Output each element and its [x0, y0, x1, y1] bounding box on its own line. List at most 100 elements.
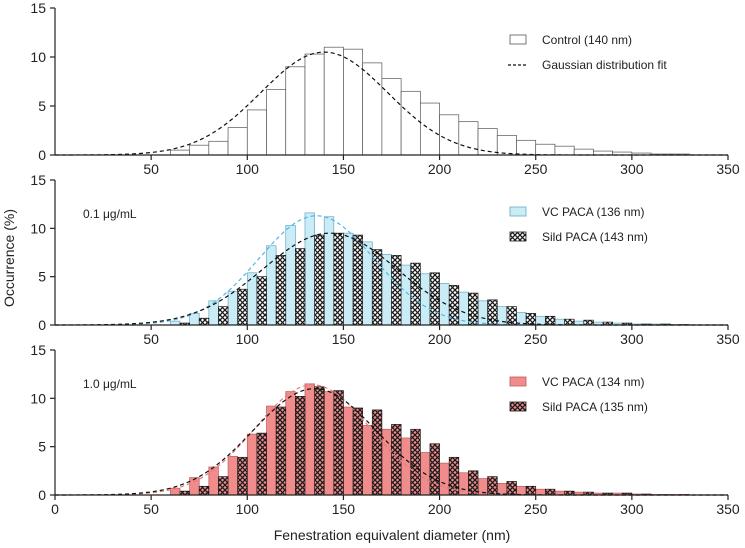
bar-middle-blue-16 [477, 300, 488, 326]
x-tick-label-top: 100 [236, 161, 260, 177]
bar-top-white-5 [266, 88, 287, 156]
bar-top-white-12 [400, 90, 421, 156]
x-tick-label-middle: 300 [620, 331, 644, 347]
bar-middle-blue-13 [419, 273, 431, 326]
bar-bottom-red-12 [400, 437, 412, 496]
legend-swatch-red [509, 376, 527, 387]
x-tick-label-bottom: 300 [620, 501, 644, 517]
bar-middle-blue-5 [266, 245, 277, 326]
bar-middle-blue-11 [381, 254, 392, 326]
y-tick-label-top: 0 [38, 147, 46, 163]
y-tick-label-middle: 15 [30, 172, 46, 188]
x-tick-label-bottom: 50 [143, 501, 159, 517]
bar-bottom-cross-red-10 [371, 409, 383, 496]
bar-top-white-8 [323, 46, 344, 156]
x-axis-label: Fenestration equivalent diameter (nm) [274, 527, 511, 543]
bar-top-white-15 [458, 121, 479, 156]
bar-middle-blue-6 [285, 225, 296, 326]
bar-bottom-cross-red-12 [410, 428, 421, 496]
bar-bottom-cross-red-6 [295, 396, 306, 496]
x-tick-label-top: 150 [332, 161, 356, 177]
y-tick-label-middle: 0 [38, 317, 46, 333]
bar-bottom-red-0 [170, 487, 181, 496]
panel-middle: 0 5 10 15 50 100 150 200 250 300 350 0.1 μg/mL VC PA… [30, 172, 739, 347]
x-tick-label-top: 50 [143, 161, 159, 177]
bar-bottom-red-6 [285, 391, 296, 496]
y-tick-label-bottom: 0 [38, 487, 46, 503]
x-tick-label-bottom: 0 [51, 501, 59, 517]
legend-swatch-white [509, 34, 527, 45]
x-tick-label-middle: 200 [428, 331, 452, 347]
x-tick-label-bottom: 350 [716, 501, 740, 517]
bar-middle-cross-black-5 [275, 255, 287, 326]
bar-bottom-cross-red-8 [333, 390, 344, 496]
bar-bottom-red-8 [323, 391, 335, 496]
bar-top-white-2 [208, 140, 229, 156]
bar-bottom-cross-red-7 [314, 386, 325, 496]
x-tick-label-top: 300 [620, 161, 644, 177]
bar-bottom-cross-red-5 [275, 406, 287, 496]
bar-top-white-10 [362, 62, 383, 156]
bar-bottom-red-2 [208, 466, 219, 496]
x-tick-label-bottom: 250 [524, 501, 548, 517]
bar-middle-blue-20 [554, 318, 565, 326]
panel-top: 0 5 10 15 50 100 150 200 250 300 350 Control (140 n… [30, 0, 739, 177]
bar-middle-blue-3 [227, 290, 239, 326]
bar-middle-cross-black-12 [410, 262, 421, 326]
y-tick-label-bottom: 5 [38, 439, 46, 455]
bar-bottom-cross-red-16 [487, 476, 498, 496]
y-tick-label-top: 15 [30, 0, 46, 16]
bar-bottom-red-19 [535, 488, 546, 496]
bar-middle-blue-14 [439, 283, 450, 326]
bar-top-white-9 [343, 48, 364, 156]
bar-middle-cross-black-15 [468, 292, 479, 326]
bar-bottom-cross-red-19 [544, 488, 556, 496]
bar-top-white-20 [554, 145, 575, 156]
bar-top-white-3 [227, 127, 248, 156]
bar-bottom-cross-red-1 [198, 485, 210, 496]
x-tick-label-bottom: 100 [236, 501, 260, 517]
x-tick-label-middle: 50 [143, 331, 159, 347]
y-tick-label-middle: 10 [30, 220, 46, 236]
y-axis-label: Occurrence (%) [1, 209, 17, 307]
legend-label-middle: Sild PACA (143 nm) [542, 230, 648, 244]
bar-bottom-red-9 [343, 406, 354, 496]
bar-top-white-4 [246, 109, 267, 156]
x-tick-label-top: 350 [716, 161, 740, 177]
bar-bottom-red-4 [246, 433, 258, 496]
bar-middle-cross-black-13 [429, 272, 440, 326]
legend-swatch-cross-black [509, 231, 527, 242]
bar-top-white-1 [189, 144, 210, 156]
bar-middle-cross-black-20 [564, 318, 575, 326]
bar-middle-cross-black-18 [525, 313, 537, 326]
bar-middle-cross-black-19 [544, 315, 556, 326]
legend-label-middle: VC PACA (136 nm) [542, 205, 644, 219]
bar-top-white-21 [573, 148, 594, 156]
x-tick-label-middle: 250 [524, 331, 548, 347]
bar-bottom-cross-red-18 [525, 485, 537, 496]
bar-middle-cross-black-6 [295, 248, 306, 326]
y-tick-label-top: 10 [30, 49, 46, 65]
bar-top-white-18 [516, 139, 537, 156]
x-tick-label-middle: 150 [332, 331, 356, 347]
y-tick-label-middle: 5 [38, 269, 46, 285]
bar-middle-blue-7 [304, 212, 315, 326]
bar-bottom-cross-red-4 [256, 432, 267, 496]
bar-bottom-red-14 [439, 462, 450, 496]
bar-bottom-red-18 [516, 485, 527, 496]
bar-bottom-cross-red-3 [237, 456, 248, 496]
bar-top-white-17 [496, 135, 517, 156]
y-tick-label-bottom: 15 [30, 342, 46, 358]
legend-label-top: Control (140 nm) [542, 33, 632, 47]
legend-swatch-blue [509, 206, 527, 217]
y-tick-label-bottom: 10 [30, 390, 46, 406]
bar-middle-cross-black-4 [256, 276, 267, 326]
x-tick-label-top: 250 [524, 161, 548, 177]
x-tick-label-bottom: 150 [332, 501, 356, 517]
bar-top-white-0 [170, 149, 190, 156]
legend-label-bottom: VC PACA (134 nm) [542, 375, 644, 389]
y-tick-label-top: 5 [38, 98, 46, 114]
bar-bottom-red-7 [304, 383, 315, 496]
legend-swatch-cross-red [509, 401, 527, 412]
